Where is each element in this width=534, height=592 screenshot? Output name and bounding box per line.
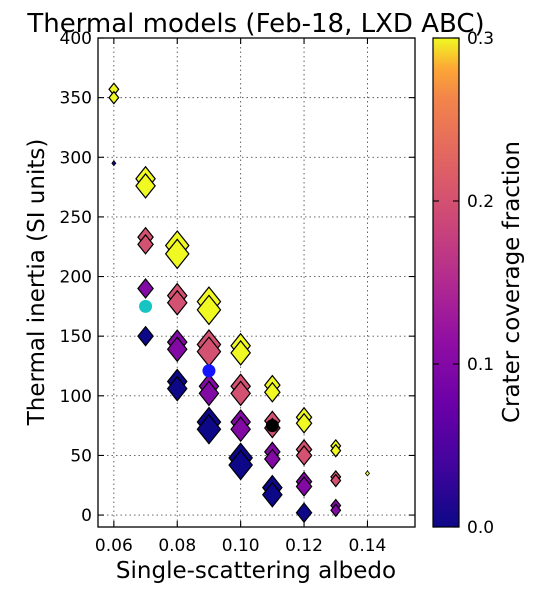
model-point-marker	[137, 325, 154, 347]
model-point-marker	[135, 172, 156, 199]
colorbar-tick-label: 0.3	[467, 29, 494, 49]
x-tick-label: 0.12	[285, 536, 323, 556]
model-point-marker	[198, 380, 220, 407]
x-tick-label: 0.06	[95, 536, 133, 556]
highlight-point-marker	[202, 364, 216, 378]
y-tick-label: 0	[81, 506, 92, 526]
model-point-marker	[364, 470, 370, 477]
colorbar-label: Crater coverage fraction	[499, 141, 525, 423]
model-point-marker	[330, 503, 342, 518]
model-point-marker	[230, 416, 252, 443]
model-point-marker	[330, 473, 342, 488]
y-tick-label: 250	[60, 208, 92, 228]
model-point-marker	[295, 502, 313, 524]
model-point-marker	[261, 481, 283, 508]
y-tick-label: 100	[60, 387, 92, 407]
colorbar-ticks	[433, 37, 459, 528]
model-point-marker	[295, 444, 313, 466]
model-point-marker	[228, 449, 254, 481]
model-point-marker	[263, 381, 281, 403]
y-tick-label: 50	[70, 446, 92, 466]
highlight-point-marker	[265, 419, 279, 433]
colorbar-tick-labels: 0.0 0.1 0.2 0.3	[467, 29, 494, 538]
y-axis-label: Thermal inertia (SI units)	[24, 139, 50, 427]
colorbar	[432, 37, 460, 528]
scatter-points	[108, 82, 370, 524]
y-tick-label: 200	[60, 268, 92, 288]
colorbar-tick-label: 0.1	[467, 355, 494, 375]
y-tick-labels: 0 50 100 150 200 250 300 350 400	[60, 29, 92, 526]
model-point-marker	[166, 375, 188, 402]
model-point-marker	[230, 339, 252, 366]
axis-ticks	[98, 37, 415, 527]
model-point-marker	[164, 238, 190, 270]
x-tick-label: 0.08	[158, 536, 196, 556]
y-tick-label: 400	[60, 29, 92, 49]
colorbar-tick-label: 0.2	[467, 192, 494, 212]
model-point-marker	[166, 336, 188, 363]
model-point-marker	[230, 380, 252, 407]
x-tick-labels: 0.06 0.08 0.10 0.12 0.14	[95, 536, 386, 556]
model-point-marker	[330, 443, 342, 458]
y-tick-label: 300	[60, 148, 92, 168]
chart-title: Thermal models (Feb-18, LXD ABC)	[26, 9, 484, 39]
plot-area-frame	[97, 37, 416, 528]
model-point-marker	[295, 412, 313, 434]
model-point-marker	[263, 448, 281, 470]
model-point-marker	[196, 294, 222, 326]
model-point-marker	[196, 413, 222, 445]
highlight-points	[139, 299, 279, 433]
x-tick-label: 0.10	[222, 536, 260, 556]
y-tick-label: 350	[60, 89, 92, 109]
model-point-marker	[295, 475, 313, 497]
model-point-marker	[137, 277, 154, 299]
model-point-marker	[111, 160, 117, 167]
y-tick-label: 150	[60, 327, 92, 347]
model-point-marker	[108, 90, 120, 105]
highlight-point-marker	[139, 299, 153, 313]
model-point-marker	[166, 289, 188, 316]
x-axis-label: Single-scattering albedo	[116, 558, 396, 584]
model-point-marker	[137, 233, 154, 255]
x-tick-label: 0.14	[349, 536, 387, 556]
colorbar-tick-label: 0.0	[467, 518, 494, 538]
